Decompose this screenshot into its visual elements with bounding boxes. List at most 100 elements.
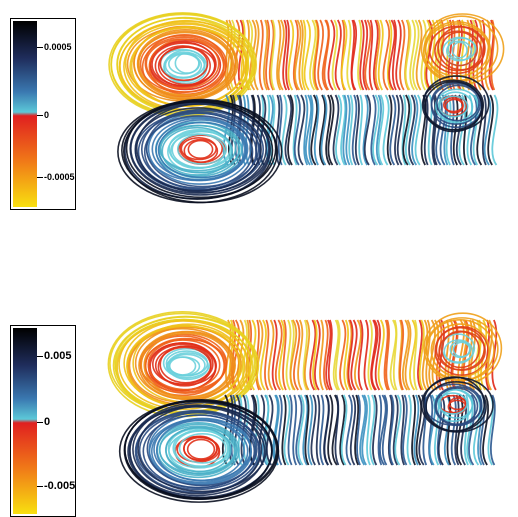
streamline [319, 319, 325, 391]
streamline [381, 394, 389, 466]
streamline [230, 94, 236, 166]
streamline [369, 394, 376, 466]
streamline [362, 19, 369, 91]
streamline [423, 94, 429, 166]
streamline [346, 319, 353, 391]
streamline [395, 19, 402, 91]
streamline [158, 423, 239, 476]
streamline [303, 19, 311, 91]
streamline [265, 19, 271, 91]
streamline [118, 399, 280, 503]
streamline [409, 19, 416, 91]
streamline [377, 394, 383, 466]
streamline [406, 394, 412, 466]
streamline [293, 319, 301, 391]
streamline [256, 319, 264, 391]
streamline [343, 319, 349, 391]
streamline [284, 94, 293, 166]
colorbar: 0.005 0 -0.005 [10, 325, 76, 517]
streamline [470, 94, 478, 166]
colorbar-tick-label-top: 0.0005 [44, 42, 72, 52]
colorbar-tick-label-bottom: -0.005 [44, 480, 76, 492]
streamline [356, 394, 361, 466]
streamline [302, 319, 308, 391]
streamline [320, 94, 328, 166]
streamline [331, 19, 339, 91]
streamline [342, 94, 348, 166]
streamline [323, 19, 330, 91]
streamline [411, 94, 419, 166]
streamline [186, 438, 216, 460]
streamline [157, 346, 212, 387]
streamline [418, 319, 425, 391]
streamline [276, 19, 282, 91]
colorbar-tick [37, 356, 43, 357]
streamline [108, 12, 257, 118]
streamline [139, 34, 228, 94]
streamline [359, 19, 365, 91]
streamline-visualization [107, 311, 503, 503]
streamline [425, 317, 499, 381]
streamline [292, 19, 299, 91]
streamline [415, 19, 423, 91]
streamline [433, 388, 474, 423]
streamline [168, 128, 231, 169]
streamline [401, 94, 407, 166]
streamline [325, 319, 332, 391]
streamline [298, 19, 304, 91]
colorbar-tick-label-mid: 0 [44, 110, 50, 120]
streamline [372, 394, 378, 466]
streamline [394, 394, 402, 466]
streamline [121, 101, 274, 200]
streamline [377, 319, 385, 391]
colorbar: 0.0005 0 -0.0005 [10, 18, 76, 210]
bottom-figure-panel: 0.005 0 -0.005 [0, 300, 518, 517]
streamline [372, 94, 380, 166]
streamline [145, 109, 260, 188]
streamline [327, 394, 334, 466]
streamline [292, 394, 298, 466]
streamline [438, 319, 445, 391]
streamline [281, 94, 288, 166]
streamline [354, 94, 360, 166]
streamline [301, 19, 307, 91]
colorbar-gradient [13, 21, 37, 207]
streamline [152, 343, 214, 385]
streamline [275, 94, 281, 166]
streamline [437, 394, 446, 466]
streamline [392, 319, 398, 391]
streamline [292, 94, 298, 166]
streamline [424, 383, 483, 426]
streamline [392, 394, 399, 466]
streamline [445, 40, 473, 62]
streamline [297, 394, 305, 466]
streamline [379, 394, 387, 466]
streamline [253, 19, 260, 91]
streamline [339, 394, 346, 466]
streamline [327, 19, 336, 91]
streamline [262, 19, 269, 91]
streamline [370, 319, 379, 391]
streamline [396, 94, 404, 166]
streamline [335, 94, 343, 166]
streamline [134, 409, 261, 494]
streamline [310, 394, 317, 466]
streamline [412, 19, 420, 91]
streamline [309, 19, 317, 91]
streamline [139, 333, 228, 393]
streamline [375, 94, 382, 166]
colorbar-tick [37, 47, 43, 48]
streamline [297, 94, 306, 166]
streamline [287, 394, 293, 466]
colorbar-tick-label-bottom: -0.0005 [44, 172, 75, 182]
streamline [394, 94, 400, 166]
streamline [417, 319, 423, 391]
streamline [387, 19, 393, 91]
streamline [233, 394, 241, 466]
streamline [363, 94, 372, 166]
cold-vortex-small [420, 376, 494, 433]
streamline [480, 19, 486, 91]
streamline [422, 75, 490, 131]
streamline [140, 108, 265, 191]
streamline [420, 94, 427, 166]
